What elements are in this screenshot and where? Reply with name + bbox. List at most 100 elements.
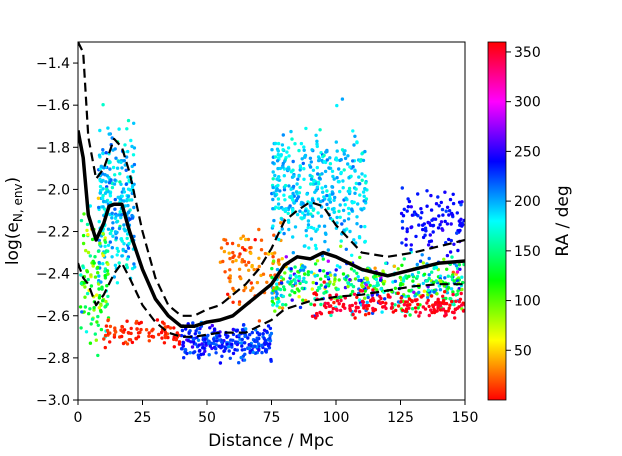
scatter-point (330, 169, 335, 173)
scatter-point (321, 257, 325, 261)
scatter-point (147, 339, 151, 343)
scatter-point (317, 224, 321, 228)
scatter-point (373, 266, 377, 270)
scatter-point (98, 191, 102, 195)
scatter-point (447, 237, 451, 242)
scatter-point (264, 341, 268, 345)
scatter-point (106, 227, 111, 231)
scatter-point (96, 196, 101, 200)
scatter-point (250, 263, 254, 268)
scatter-point (240, 328, 245, 332)
scatter-point (228, 279, 232, 284)
scatter-point (303, 244, 307, 248)
scatter-point (296, 177, 300, 181)
scatter-point (248, 333, 252, 337)
scatter-point (416, 270, 421, 275)
scatter-point (352, 238, 356, 242)
scatter-point (309, 302, 313, 306)
scatter-point (89, 322, 93, 326)
scatter-point (208, 326, 212, 330)
scatter-point (82, 212, 86, 216)
scatter-point (87, 312, 91, 316)
scatter-point (343, 149, 347, 153)
scatter-point (225, 342, 229, 346)
scatter-point (300, 286, 304, 290)
scatter-point (130, 184, 135, 189)
scatter-point (456, 248, 460, 253)
scatter-point (243, 347, 247, 352)
x-tick-label: 25 (134, 410, 152, 426)
scatter-point (272, 233, 276, 237)
scatter-point (393, 286, 398, 290)
scatter-point (230, 241, 235, 246)
scatter-point (112, 182, 117, 186)
scatter-point (108, 194, 113, 198)
scatter-point (409, 243, 413, 247)
scatter-point (276, 296, 280, 301)
scatter-point (358, 255, 362, 260)
scatter-point (425, 189, 429, 193)
scatter-point (240, 344, 244, 348)
scatter-point (460, 200, 464, 204)
scatter-point (180, 328, 185, 333)
scatter-point (242, 248, 247, 252)
scatter-point (79, 273, 83, 277)
scatter-point (326, 275, 330, 279)
scatter-point (116, 195, 120, 199)
scatter-point (310, 148, 314, 152)
scatter-point (432, 310, 437, 315)
scatter-point (99, 280, 103, 284)
scatter-point (348, 306, 352, 311)
scatter-point (78, 305, 83, 309)
scatter-point (280, 143, 285, 147)
scatter-point (460, 287, 464, 292)
plot-frame (77, 41, 466, 401)
scatter-point (222, 349, 226, 353)
scatter-point (407, 199, 412, 204)
scatter-point (101, 148, 105, 152)
scatter-point (127, 198, 132, 202)
scatter-point (432, 290, 436, 294)
scatter-point (424, 279, 429, 283)
scatter-point (405, 227, 409, 231)
scatter-point (127, 338, 131, 342)
scatter-point (126, 331, 131, 335)
scatter-point (298, 164, 302, 168)
scatter-point (98, 128, 102, 133)
scatter-point (107, 161, 111, 165)
scatter-point (125, 319, 129, 323)
scatter-point (429, 193, 433, 198)
scatter-point (422, 222, 426, 226)
scatter-point (284, 255, 288, 259)
scatter-point (332, 198, 336, 202)
scatter-point (358, 182, 362, 186)
scatter-point (394, 308, 398, 313)
scatter-point (335, 264, 340, 268)
scatter-point (297, 148, 301, 153)
scatter-point (290, 289, 294, 293)
scatter-point (327, 198, 331, 202)
scatter-point (360, 289, 365, 293)
scatter-point (355, 215, 359, 219)
scatter-point (389, 306, 394, 310)
scatter-point (196, 338, 201, 342)
scatter-point (197, 343, 201, 347)
scatter-point (431, 223, 436, 228)
scatter-point (356, 275, 360, 279)
scatter-point (353, 134, 357, 138)
scatter-point (270, 148, 274, 152)
scatter-point (275, 267, 280, 272)
scatter-point (457, 263, 462, 267)
scatter-point (103, 345, 108, 350)
scatter-point (441, 213, 445, 217)
scatter-point (343, 203, 347, 207)
scatter-point (244, 263, 248, 267)
scatter-point (462, 262, 465, 267)
scatter-point (396, 300, 401, 304)
x-tick-label: 150 (452, 410, 479, 426)
scatter-point (301, 211, 305, 215)
scatter-point (362, 194, 366, 198)
scatter-point (231, 351, 236, 356)
scatter-point (151, 327, 155, 331)
scatter-point (139, 327, 143, 332)
